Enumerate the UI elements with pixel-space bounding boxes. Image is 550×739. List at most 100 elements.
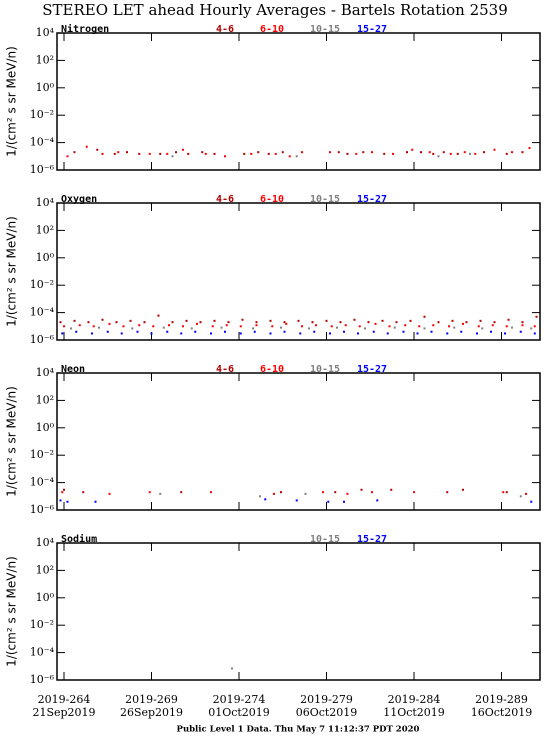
data-point (231, 667, 233, 670)
data-point (63, 325, 65, 328)
data-point (462, 322, 464, 325)
data-point (446, 491, 449, 494)
data-point (355, 152, 358, 155)
data-point (283, 330, 286, 333)
data-point (126, 151, 128, 154)
y-tick-label: 10⁰ (36, 251, 55, 264)
data-point (432, 324, 435, 327)
data-point (129, 319, 132, 322)
data-point (243, 152, 246, 155)
legend-entry: 10-15 (310, 364, 340, 375)
legend-entry: 4-6 (216, 194, 234, 205)
data-point (108, 492, 111, 495)
plot-frame (56, 542, 541, 681)
data-point (194, 330, 197, 333)
data-point (185, 319, 188, 322)
data-point (78, 324, 81, 327)
x-tick-date: 21Sep2019 (32, 706, 95, 719)
data-point (94, 500, 97, 503)
data-point (75, 330, 78, 333)
legend-entry: 10-15 (310, 534, 340, 545)
data-point (143, 321, 146, 324)
data-point (453, 326, 456, 329)
data-point (70, 327, 72, 330)
y-tick-label: 10² (36, 393, 54, 406)
data-point (530, 500, 533, 503)
data-point (92, 325, 95, 328)
data-point (390, 488, 393, 491)
data-point (535, 315, 538, 318)
data-point (283, 321, 286, 324)
data-point (456, 152, 459, 155)
data-point (101, 152, 104, 155)
y-tick-label: 10⁻² (30, 448, 54, 461)
data-point (432, 152, 435, 155)
data-point (311, 321, 314, 324)
data-point (336, 326, 338, 329)
data-point (530, 327, 533, 330)
y-axis-label: 1/(cm² s sr MeV/n) (5, 556, 19, 667)
x-tick-label: 2019-264 (38, 693, 91, 706)
data-point (82, 491, 85, 494)
y-tick-label: 10⁻⁶ (30, 503, 55, 516)
data-point (190, 327, 193, 330)
data-point (166, 330, 169, 333)
data-point (280, 326, 282, 329)
data-point (437, 321, 440, 324)
data-point (271, 325, 274, 328)
legend-entry: 6-10 (260, 194, 284, 205)
data-point (491, 324, 494, 327)
data-point (334, 491, 337, 494)
data-point (428, 151, 431, 154)
data-point (250, 152, 253, 155)
data-point (490, 330, 492, 333)
data-point (420, 151, 422, 154)
data-point (199, 321, 202, 324)
data-point (343, 500, 345, 503)
data-point (346, 152, 349, 155)
data-point (59, 499, 62, 502)
data-point (131, 327, 134, 330)
data-point (451, 319, 454, 322)
data-point (227, 321, 230, 324)
data-point (239, 325, 242, 328)
data-point (257, 151, 260, 154)
data-point (343, 330, 345, 333)
y-tick-label: 10⁻² (30, 618, 54, 631)
data-point (113, 152, 116, 155)
legend-entry: 10-15 (310, 24, 340, 35)
x-tick-date: 06Oct2019 (296, 706, 358, 719)
panel-label: Nitrogen (61, 23, 109, 35)
data-point (449, 152, 452, 155)
data-point (73, 151, 76, 154)
data-point (504, 332, 506, 335)
data-point (479, 319, 482, 322)
data-point (297, 319, 300, 322)
data-point (460, 330, 463, 333)
data-point (521, 321, 524, 324)
data-point (481, 327, 484, 330)
data-point (474, 152, 477, 155)
data-point (180, 332, 183, 335)
legend-entry: 10-15 (310, 194, 340, 205)
data-point (187, 152, 190, 155)
data-point (502, 491, 505, 494)
data-point (150, 332, 153, 335)
legend-entry: 15-27 (357, 194, 387, 205)
data-point (252, 327, 254, 330)
data-point (483, 151, 485, 154)
x-tick-date: 01Oct2019 (208, 706, 270, 719)
data-point (295, 499, 298, 502)
data-point (392, 152, 394, 155)
data-point (87, 321, 90, 324)
data-point (507, 318, 510, 321)
y-tick-label: 10⁻² (30, 278, 54, 291)
data-point (66, 155, 69, 158)
plot-frame (56, 372, 541, 511)
data-point (73, 319, 76, 322)
data-point (96, 148, 99, 151)
data-point (117, 151, 120, 154)
data-point (166, 152, 169, 155)
data-point (225, 324, 228, 327)
data-point (358, 325, 361, 328)
